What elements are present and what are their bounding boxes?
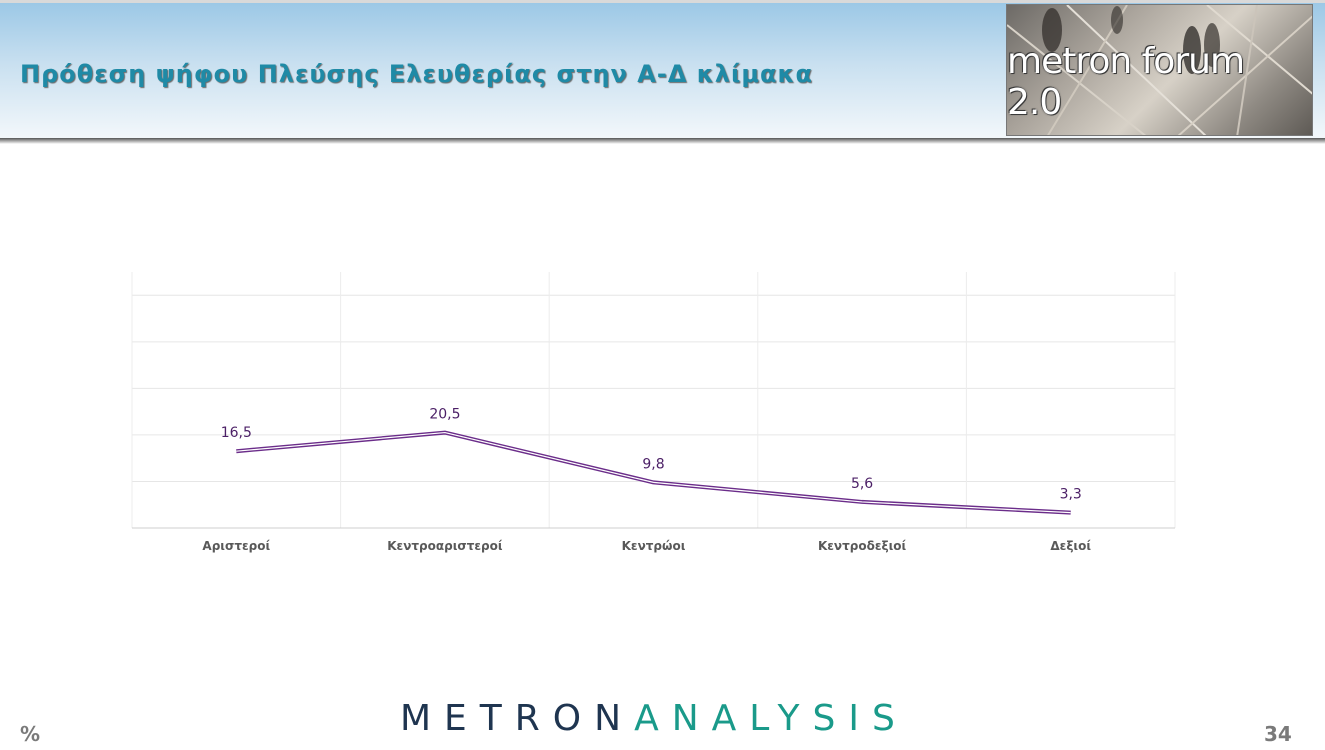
data-label: 5,6 — [851, 476, 873, 492]
unit-label: % — [20, 722, 41, 746]
brand-metron: METRON — [400, 698, 635, 739]
x-tick-label: Κεντροδεξιοί — [818, 539, 907, 553]
page-number: 34 — [1264, 722, 1292, 746]
header-divider — [0, 138, 1325, 144]
x-tick-label: Αριστεροί — [202, 539, 270, 553]
data-label: 3,3 — [1060, 487, 1082, 503]
data-label: 9,8 — [642, 456, 664, 472]
x-tick-label: Κεντρώοι — [622, 539, 686, 553]
logo-text: metron forum 2.0 — [1007, 41, 1245, 123]
logo-background-pattern — [1007, 5, 1312, 135]
series-line-highlight — [236, 431, 1071, 514]
metron-analysis-logo: METRONANALYSIS — [400, 698, 908, 742]
data-label: 16,5 — [221, 425, 252, 441]
page-title: Πρόθεση ψήφου Πλεύσης Ελευθερίας στην Α-… — [20, 60, 814, 88]
brand-analysis: ANALYSIS — [634, 698, 908, 739]
data-label: 20,5 — [429, 407, 460, 423]
series-line — [236, 430, 1071, 515]
x-tick-label: Δεξιοί — [1050, 539, 1091, 553]
metron-forum-logo: metron forum 2.0 — [1006, 4, 1313, 136]
line-chart: Αριστεροί Κεντροαριστεροί Κεντρώοι Κεντροδε… — [131, 272, 1176, 553]
x-tick-label: Κεντροαριστεροί — [387, 539, 503, 553]
